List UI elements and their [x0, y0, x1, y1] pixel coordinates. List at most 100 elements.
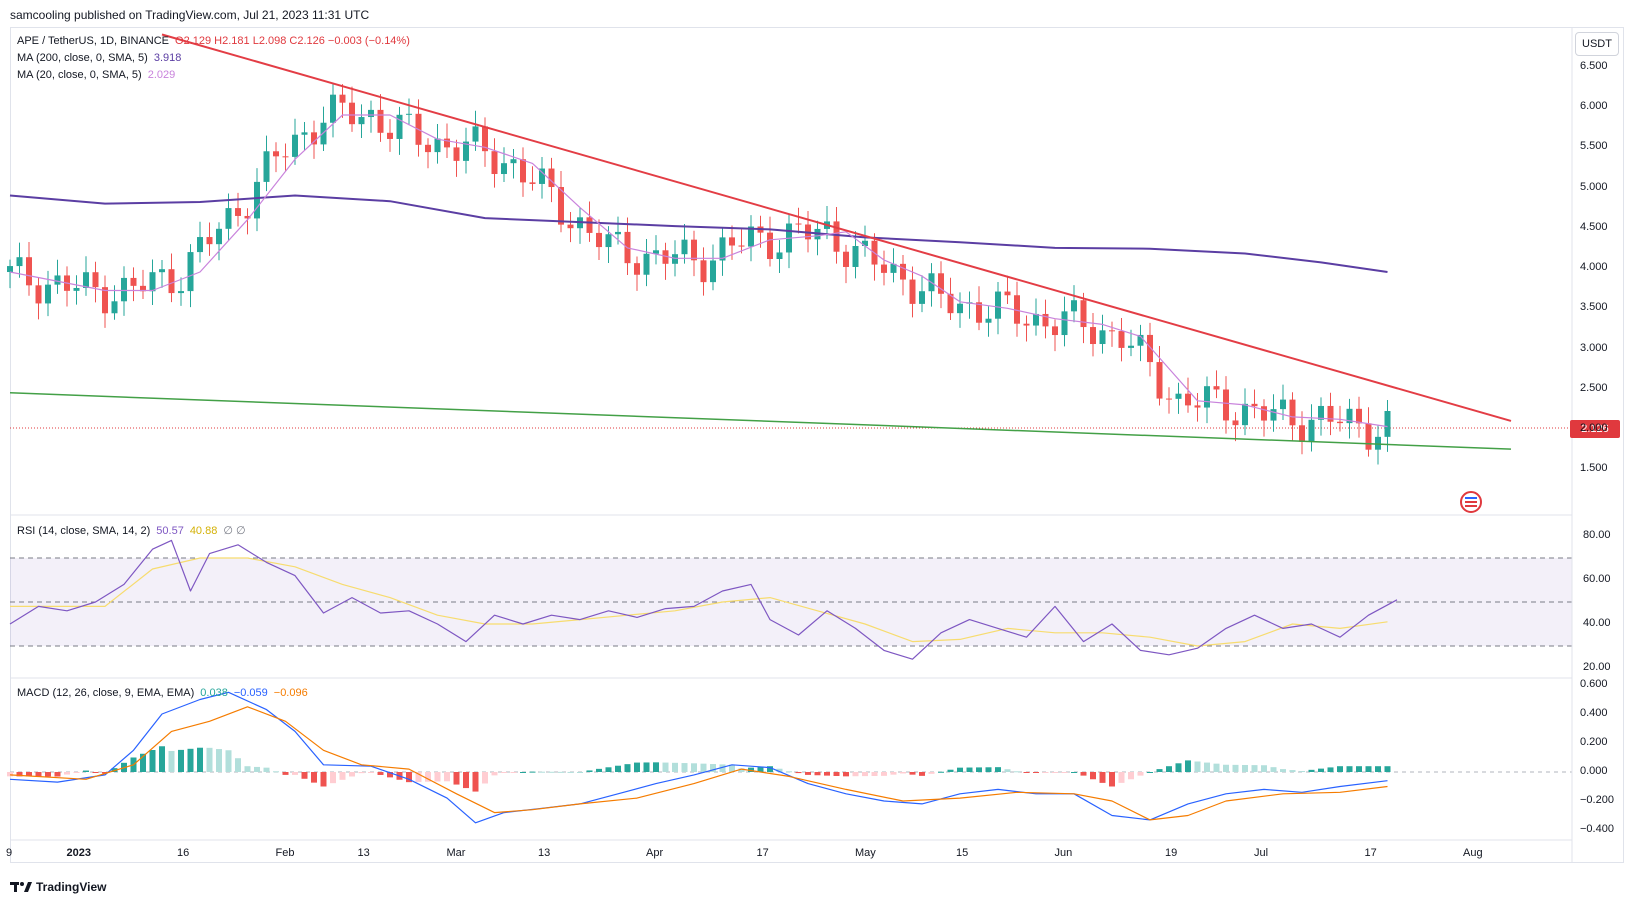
macd-histogram-bar [814, 772, 821, 776]
candle-body [748, 226, 754, 247]
macd-histogram-bar [1004, 769, 1011, 772]
macd-histogram-bar [54, 772, 61, 777]
macd-signal-value: −0.096 [273, 687, 308, 699]
tradingview-logo-icon [10, 882, 32, 892]
macd-histogram-bar [909, 772, 916, 775]
macd-histogram-bar [966, 767, 973, 772]
candle-body [767, 232, 773, 260]
candle-body [643, 253, 650, 275]
macd-legend[interactable]: MACD (12, 26, close, 9, EMA, EMA) 0.038 −0… [17, 687, 314, 699]
macd-histogram-bar [947, 769, 954, 772]
rsi-tick-label: 40.00 [1583, 617, 1611, 629]
candle-body [1166, 398, 1172, 400]
price-tick-label: 6.000 [1580, 100, 1608, 112]
candle-body [900, 263, 906, 280]
candle-body [1280, 399, 1286, 410]
macd-histogram-bar [1299, 771, 1305, 773]
candle-body [1156, 362, 1163, 399]
candle-body [719, 237, 726, 261]
candle-body [691, 239, 697, 261]
tradingview-wordmark: TradingView [36, 880, 107, 894]
candle-body [1337, 421, 1343, 424]
rsi-legend[interactable]: RSI (14, close, SMA, 14, 2) 50.57 40.88 ∅ ∅ [17, 524, 252, 537]
macd-histogram-bar [1213, 763, 1220, 772]
candle-body [662, 250, 669, 264]
candle-body [1318, 405, 1324, 420]
macd-histogram-bar [881, 772, 887, 776]
candle-body [957, 303, 963, 314]
macd-histogram-bar [292, 772, 298, 775]
macd-histogram-bar [634, 762, 640, 772]
macd-histogram-bar [1185, 760, 1191, 772]
macd-histogram-bar [729, 764, 735, 772]
macd-histogram-bar [83, 770, 89, 772]
candle-body [1213, 386, 1220, 390]
time-tick-label: 17 [1364, 847, 1377, 859]
candle-body [225, 208, 232, 229]
macd-histogram-bar [871, 772, 878, 776]
candle-body [1375, 436, 1381, 450]
macd-histogram-bar [1023, 772, 1030, 773]
time-tick-label: Mar [446, 847, 466, 859]
price-tick-label: 4.000 [1580, 261, 1608, 273]
macd-histogram-bar [311, 772, 317, 783]
ma200-legend[interactable]: MA (200, close, 0, SMA, 5) 3.918 [17, 52, 187, 64]
candle-body [1185, 393, 1191, 406]
macd-histogram-bar [510, 772, 517, 773]
ma20-legend[interactable]: MA (20, close, 0, SMA, 5) 2.029 [17, 69, 181, 81]
candle-body [1042, 313, 1049, 327]
macd-histogram-bar [995, 767, 1001, 772]
currency-unit-button[interactable]: USDT [1575, 32, 1619, 56]
rsi-extra: ∅ ∅ [223, 525, 246, 537]
symbol-label[interactable]: APE / TetherUS, 1D, BINANCE [17, 35, 170, 47]
macd-histogram-bar [225, 750, 232, 772]
rsi-tick-label: 20.00 [1583, 661, 1611, 673]
macd-histogram-bar [976, 767, 982, 772]
macd-histogram-bar [1270, 767, 1277, 772]
candle-body [710, 260, 716, 283]
macd-histogram-bar [168, 750, 175, 772]
macd-histogram-bar [615, 765, 621, 772]
macd-histogram-bar [491, 772, 498, 776]
candle-body [890, 263, 897, 273]
candle-body [947, 293, 954, 314]
macd-histogram-bar [681, 763, 688, 772]
candle-body [263, 151, 270, 182]
time-tick-label: 19 [1165, 847, 1178, 859]
candle-body [1099, 330, 1106, 345]
flag-icon[interactable] [1460, 491, 1482, 513]
macd-histogram-bar [472, 772, 479, 792]
candle-body [529, 182, 536, 184]
candle-body [1090, 327, 1096, 345]
candle-body [482, 126, 488, 152]
macd-histogram-bar [567, 771, 574, 773]
ma20-value: 2.029 [147, 69, 176, 81]
macd-histogram-bar [1251, 765, 1258, 772]
macd-histogram-bar [1318, 768, 1324, 772]
candle-body [1384, 410, 1391, 437]
ma200-line [9, 194, 1388, 273]
candle-body [244, 215, 251, 219]
candle-body [1147, 334, 1153, 363]
macd-histogram-bar [1365, 766, 1372, 772]
macd-histogram-bar [197, 747, 203, 772]
macd-histogram-bar [1033, 772, 1039, 773]
macd-histogram-bar [415, 772, 422, 782]
time-tick-label: 16 [177, 847, 190, 859]
rsi-label: RSI (14, close, SMA, 14, 2) [17, 525, 151, 537]
time-tick-label: Jul [1254, 847, 1269, 859]
macd-histogram-bar [529, 771, 536, 773]
tradingview-logo[interactable]: TradingView [10, 880, 106, 894]
macd-histogram-bar [425, 772, 431, 782]
macd-histogram-bar [1337, 766, 1343, 772]
ma20-line [9, 114, 1388, 428]
candle-body [349, 102, 355, 125]
macd-histogram-bar [767, 766, 773, 772]
macd-histogram-bar [900, 772, 906, 774]
macd-histogram-bar [700, 763, 707, 772]
candle-body [111, 301, 118, 314]
macd-histogram-bar [605, 767, 612, 772]
macd-histogram-bar [206, 747, 213, 772]
macd-tick-label: −0.400 [1580, 823, 1614, 835]
